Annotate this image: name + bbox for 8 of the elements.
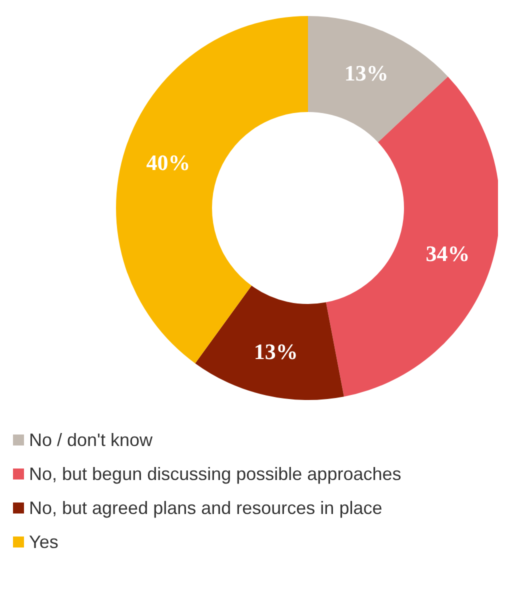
data-label: 13% — [254, 338, 298, 364]
legend-label: Yes — [29, 532, 58, 552]
legend-label: No, but begun discussing possible approaches — [29, 464, 402, 484]
legend-label: No / don't know — [29, 430, 154, 450]
data-label: 40% — [146, 150, 190, 176]
data-label: 34% — [426, 240, 470, 266]
legend-label: No, but agreed plans and resources in place — [29, 498, 382, 518]
data-label: 13% — [344, 60, 388, 86]
